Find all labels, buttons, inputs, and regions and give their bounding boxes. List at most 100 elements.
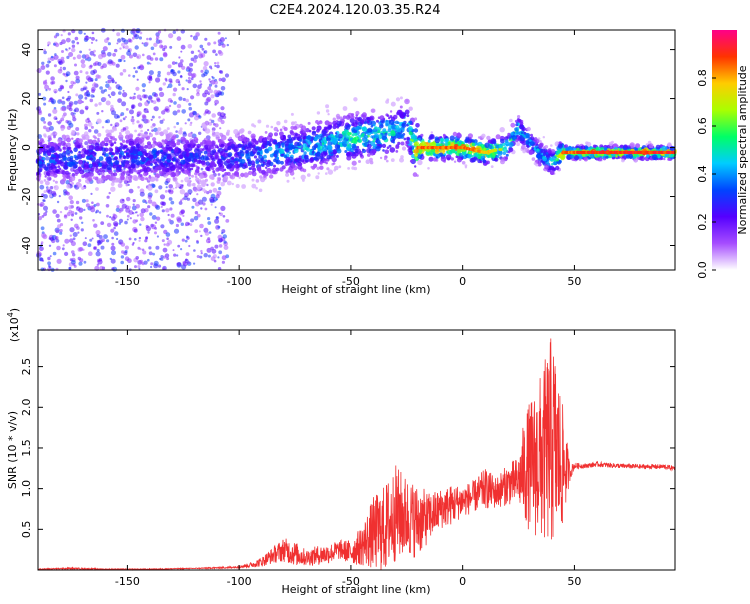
- spectrogram-noise-point: [101, 238, 105, 242]
- spectrogram-point: [83, 172, 90, 178]
- spectrogram-point: [660, 157, 664, 161]
- spectrogram-noise-point: [208, 189, 213, 194]
- spectrogram-point: [66, 137, 71, 143]
- spectrogram-noise-point: [152, 123, 156, 127]
- spectrogram-point: [354, 116, 359, 120]
- spectrogram-noise-point: [54, 236, 59, 240]
- spectrogram-point: [119, 132, 122, 136]
- spectrogram-point: [244, 150, 249, 154]
- spectrogram-point: [481, 133, 486, 138]
- spectrogram-noise-point: [200, 83, 203, 86]
- spectrogram-noise-point: [214, 218, 220, 224]
- spectrogram-point: [322, 137, 325, 141]
- spectrogram-noise-point: [200, 252, 203, 255]
- spectrogram-point: [245, 153, 251, 160]
- spectrogram-point: [113, 127, 117, 132]
- spectrogram-noise-point: [99, 86, 103, 90]
- spectrogram-point: [154, 161, 157, 165]
- spectrogram-point: [399, 105, 403, 109]
- spectrogram-point: [98, 173, 101, 176]
- spectrogram-noise-point: [220, 119, 225, 125]
- spectrogram-noise-point: [135, 28, 141, 34]
- spectrogram-point: [279, 131, 284, 137]
- spectrogram-noise-point: [73, 112, 76, 115]
- spectrogram-noise-point: [194, 229, 199, 234]
- spectrogram-point: [119, 150, 125, 156]
- spectrogram-noise-point: [97, 75, 102, 79]
- spectrogram-noise-point: [89, 238, 93, 242]
- spectrogram-noise-point: [45, 63, 50, 68]
- spectrogram-point: [209, 150, 215, 156]
- spectrogram-point: [237, 135, 243, 142]
- spectrogram-noise-point: [84, 123, 88, 128]
- spectrogram-point: [517, 118, 522, 123]
- spectrogram-noise-point: [116, 32, 121, 37]
- spectrogram-noise-point: [94, 78, 98, 82]
- spectrogram-noise-point: [209, 118, 212, 122]
- spectrogram-noise-point: [120, 54, 126, 60]
- spectrogram-point: [144, 133, 148, 138]
- spectrogram-point: [206, 148, 211, 153]
- spectrogram-point: [133, 155, 138, 160]
- spectrogram-noise-point: [60, 34, 63, 37]
- spectrogram-noise-point: [154, 227, 158, 230]
- spectrogram-noise-point: [163, 243, 166, 246]
- spectrogram-noise-point: [38, 92, 42, 96]
- spectrogram-noise-point: [98, 54, 104, 60]
- spectrogram-point: [104, 137, 110, 143]
- spectrogram-point: [183, 144, 188, 149]
- spectrogram-point: [432, 157, 437, 162]
- spectrogram-point: [121, 163, 125, 168]
- spectrogram-point: [487, 140, 492, 144]
- spectrogram-x-tick-label: 50: [567, 275, 581, 288]
- spectrogram-noise-point: [64, 206, 69, 211]
- spectrogram-point: [97, 132, 102, 137]
- spectrogram-point: [283, 127, 288, 131]
- spectrogram-point: [538, 143, 544, 149]
- spectrogram-noise-point: [138, 236, 142, 240]
- spectrogram-point: [374, 133, 379, 139]
- spectrogram-noise-point: [184, 239, 188, 243]
- spectrogram-point: [288, 151, 291, 154]
- colorbar-ticks: 0.00.20.40.60.8: [696, 69, 716, 279]
- spectrogram-noise-point: [88, 48, 91, 51]
- spectrogram-point: [260, 144, 266, 149]
- spectrogram-point: [523, 131, 527, 135]
- spectrogram-noise-point: [129, 217, 132, 220]
- spectrogram-point: [64, 162, 68, 166]
- spectrogram-point: [193, 158, 198, 163]
- spectrogram-noise-point: [210, 182, 215, 187]
- spectrogram-point: [118, 134, 124, 140]
- spectrogram-point: [197, 152, 202, 157]
- spectrogram-point: [146, 143, 153, 150]
- spectrogram-point: [635, 143, 641, 149]
- spectrogram-noise-point: [211, 119, 215, 124]
- spectrogram-noise-point: [173, 228, 180, 234]
- spectrogram-point: [530, 141, 534, 145]
- spectrogram-noise-point: [55, 229, 60, 234]
- spectrogram-noise-point: [72, 232, 78, 237]
- spectrogram-point: [531, 157, 536, 161]
- spectrogram-noise-point: [94, 103, 98, 107]
- spectrogram-noise-point: [224, 73, 230, 78]
- spectrogram-noise-point: [59, 210, 63, 214]
- spectrogram-point: [38, 160, 43, 165]
- spectrogram-noise-point: [122, 127, 126, 131]
- spectrogram-point: [269, 153, 274, 158]
- spectrogram-point: [241, 184, 247, 189]
- spectrogram-noise-point: [125, 183, 129, 187]
- spectrogram-point: [173, 125, 176, 129]
- spectrogram-noise-point: [126, 196, 131, 202]
- spectrogram-noise-point: [139, 212, 144, 218]
- spectrogram-point: [320, 156, 324, 160]
- spectrogram-point: [414, 165, 417, 168]
- spectrogram-noise-point: [74, 107, 80, 113]
- spectrogram-noise-point: [148, 81, 151, 84]
- spectrogram-point: [39, 180, 44, 185]
- spectrogram-point: [288, 137, 293, 142]
- spectrogram-noise-point: [175, 130, 178, 133]
- spectrogram-noise-point: [138, 267, 141, 270]
- spectrogram-point: [557, 149, 561, 154]
- spectrogram-noise-point: [177, 244, 181, 248]
- spectrogram-point: [239, 128, 244, 134]
